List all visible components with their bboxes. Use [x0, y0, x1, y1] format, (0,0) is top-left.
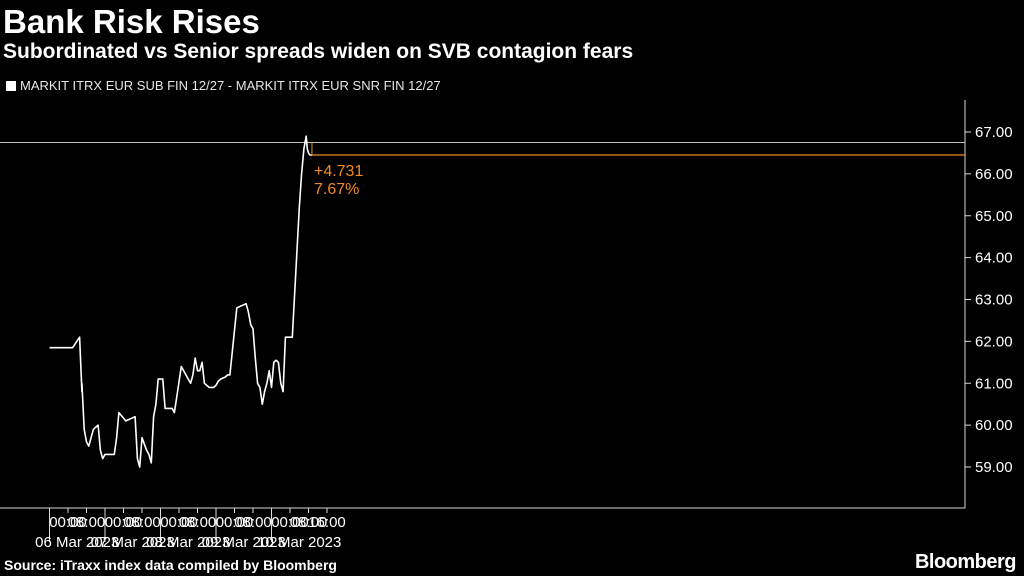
- y-tick-label: 65.00: [975, 208, 1013, 225]
- x-tick-label: 16:00: [308, 514, 346, 531]
- x-date-label: 08 Mar 2023: [146, 534, 230, 551]
- x-tick-label: 00:00: [160, 514, 198, 531]
- x-tick-label: 08:00: [179, 514, 217, 531]
- x-tick-label: 08:00: [290, 514, 328, 531]
- x-date-label: 10 Mar 2023: [257, 534, 341, 551]
- x-tick-label: 00:00: [49, 514, 87, 531]
- x-tick-label: 08:00: [123, 514, 161, 531]
- x-tick-label: 00:00: [216, 514, 254, 531]
- x-tick-label: 08:00: [68, 514, 106, 531]
- x-date-label: 06 Mar 2023: [35, 534, 119, 551]
- y-tick-label: 62.00: [975, 333, 1013, 350]
- y-tick-label: 63.00: [975, 292, 1013, 309]
- change-value-label: +4.731: [314, 163, 363, 180]
- source-note: Source: iTraxx index data compiled by Bl…: [4, 557, 337, 573]
- y-tick-label: 67.00: [975, 124, 1013, 141]
- chart-title: Bank Risk Rises: [3, 3, 260, 40]
- y-tick-label: 59.00: [975, 459, 1013, 476]
- y-tick-label: 60.00: [975, 417, 1013, 434]
- legend-swatch: [6, 81, 16, 91]
- x-tick-label: 08:00: [234, 514, 272, 531]
- series-line: [49, 135, 312, 468]
- change-percent-label: 7.67%: [314, 181, 359, 198]
- y-tick-label: 64.00: [975, 250, 1013, 267]
- brand-logo: Bloomberg: [914, 551, 1017, 573]
- y-tick-label: 61.00: [975, 375, 1013, 392]
- x-tick-label: 00:00: [105, 514, 143, 531]
- x-date-label: 07 Mar 2023: [91, 534, 175, 551]
- y-tick-label: 66.00: [975, 166, 1013, 183]
- legend: MARKIT ITRX EUR SUB FIN 12/27 - MARKIT I…: [6, 78, 441, 94]
- legend-label: MARKIT ITRX EUR SUB FIN 12/27 - MARKIT I…: [20, 78, 441, 93]
- chart-subtitle: Subordinated vs Senior spreads widen on …: [3, 40, 634, 63]
- x-date-label: 09 Mar 2023: [202, 534, 286, 551]
- x-tick-label: 00:00: [271, 514, 309, 531]
